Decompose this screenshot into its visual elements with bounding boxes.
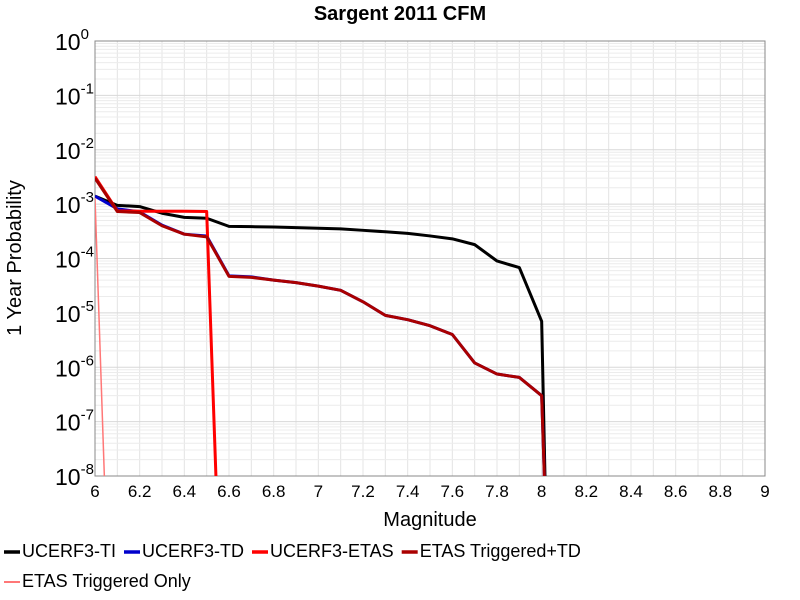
x-tick-label: 7.8 bbox=[485, 482, 509, 501]
x-tick-label: 8 bbox=[537, 482, 546, 501]
legend-entry: UCERF3-TD bbox=[142, 541, 244, 561]
series-line-etas-triggered-td bbox=[95, 177, 546, 476]
y-tick-labels: 10-8 10-7 10-6 10-5 10-4 10-3 10-2 10-1 100 bbox=[55, 26, 94, 490]
y-tick-label: 10-6 bbox=[55, 352, 94, 381]
y-tick-label: 10-8 bbox=[55, 461, 94, 490]
x-axis-label: Magnitude bbox=[383, 509, 476, 531]
y-tick-label: 10-7 bbox=[55, 407, 94, 436]
x-tick-label: 8.8 bbox=[709, 482, 733, 501]
x-tick-label: 8.2 bbox=[575, 482, 599, 501]
x-tick-label: 7 bbox=[314, 482, 323, 501]
x-tick-label: 7.4 bbox=[396, 482, 420, 501]
y-tick-label: 10-1 bbox=[55, 80, 94, 109]
series-line-etas-triggered-only bbox=[95, 197, 106, 476]
series-line-ucerf3-etas bbox=[95, 175, 218, 476]
legend: UCERF3-TI UCERF3-TD UCERF3-ETAS ETAS Trigge… bbox=[4, 541, 581, 591]
chart-title: Sargent 2011 CFM bbox=[314, 3, 486, 25]
plot-area bbox=[95, 175, 547, 476]
series-line-ucerf3-ti bbox=[95, 194, 547, 476]
x-tick-label: 9 bbox=[760, 482, 769, 501]
x-tick-labels: 6 6.2 6.4 6.6 6.8 7 7.2 7.4 7.6 7.8 8 8.2 8.4 8.6 8.8 9 bbox=[90, 482, 769, 501]
grid bbox=[94, 41, 766, 477]
y-tick-label: 10-3 bbox=[55, 189, 94, 218]
x-tick-label: 6.2 bbox=[128, 482, 152, 501]
x-tick-label: 6.8 bbox=[262, 482, 286, 501]
x-tick-label: 7.6 bbox=[441, 482, 465, 501]
x-tick-label: 6.4 bbox=[173, 482, 197, 501]
plot-frame bbox=[94, 40, 766, 477]
legend-entry: ETAS Triggered Only bbox=[22, 571, 191, 591]
x-tick-label: 8.6 bbox=[664, 482, 688, 501]
x-tick-label: 6 bbox=[90, 482, 99, 501]
y-tick-label: 10-4 bbox=[55, 244, 94, 273]
x-tick-label: 7.2 bbox=[351, 482, 375, 501]
y-tick-label: 10-2 bbox=[55, 135, 94, 164]
legend-entry: ETAS Triggered+TD bbox=[420, 541, 581, 561]
legend-entry: UCERF3-TI bbox=[22, 541, 116, 561]
x-tick-label: 8.4 bbox=[619, 482, 643, 501]
y-tick-label: 100 bbox=[55, 26, 89, 55]
y-axis-label: 1 Year Probability bbox=[4, 180, 26, 336]
x-tick-label: 6.6 bbox=[217, 482, 241, 501]
y-tick-label: 10-5 bbox=[55, 298, 94, 327]
legend-entry: UCERF3-ETAS bbox=[270, 541, 394, 561]
